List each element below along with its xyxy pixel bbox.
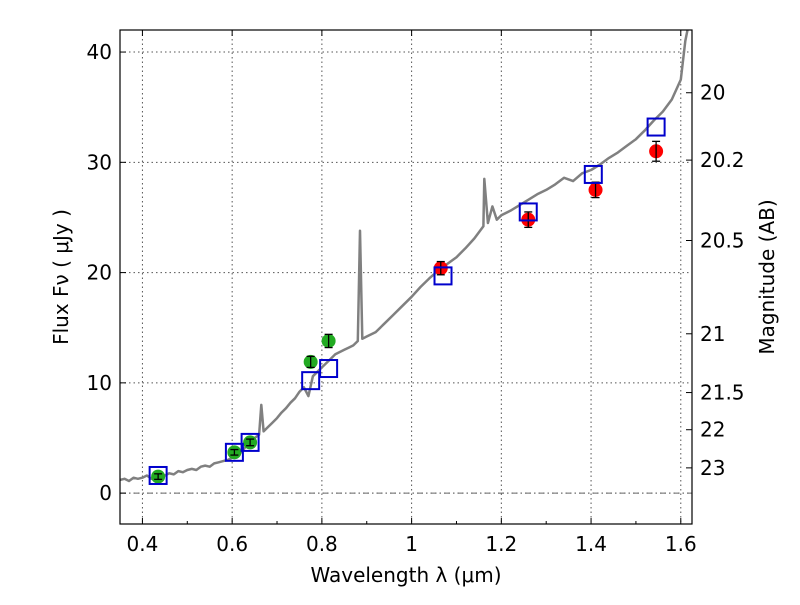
model-photometry-square xyxy=(319,359,339,379)
y-axis-title: Flux Fν ( μJy ) xyxy=(49,209,73,345)
y-tick-label: 20 xyxy=(87,261,112,285)
x-tick-label: 1.2 xyxy=(485,532,517,556)
x-tick-label: 0.8 xyxy=(306,532,338,556)
model-photometry-square xyxy=(518,202,538,222)
y-tick-label: 0 xyxy=(99,481,112,505)
y2-tick-label: 23 xyxy=(700,456,725,480)
y-tick-label: 10 xyxy=(87,371,112,395)
series-layer xyxy=(120,30,689,485)
x-axis-title: Wavelength λ (μm) xyxy=(310,563,501,587)
y2-tick-label: 20 xyxy=(700,81,725,105)
model-photometry-square xyxy=(224,442,244,462)
model-photometry-square xyxy=(433,266,453,286)
y-tick-label: 40 xyxy=(87,40,112,64)
y2-tick-label: 20.5 xyxy=(700,229,745,253)
plot-frame xyxy=(119,29,693,525)
y2-tick-label: 21 xyxy=(700,322,725,346)
y-tick-label: 30 xyxy=(87,150,112,174)
x-tick-label: 1.4 xyxy=(575,532,607,556)
model-photometry-square xyxy=(646,117,666,137)
x-tick-label: 0.4 xyxy=(127,532,159,556)
spectrum-line xyxy=(120,30,689,483)
y2-tick-label: 22 xyxy=(700,418,725,442)
model-photometry-square xyxy=(583,164,603,184)
model-photometry-square xyxy=(240,432,260,452)
model-photometry-square xyxy=(148,465,168,485)
x-tick-label: 1.6 xyxy=(665,532,697,556)
model-photometry-square xyxy=(301,371,321,391)
y2-tick-label: 21.5 xyxy=(700,381,745,405)
x-tick-label: 1 xyxy=(405,532,418,556)
y2-axis-title: Magnitude (AB) xyxy=(755,199,779,354)
tick-layer: 0.4 0.6 0.8 1 1.2 1.4 1.6 0 10 20 30 40 20 20.2 20.5 21… xyxy=(87,30,745,556)
x-tick-label: 0.6 xyxy=(216,532,248,556)
y2-tick-label: 20.2 xyxy=(700,148,745,172)
